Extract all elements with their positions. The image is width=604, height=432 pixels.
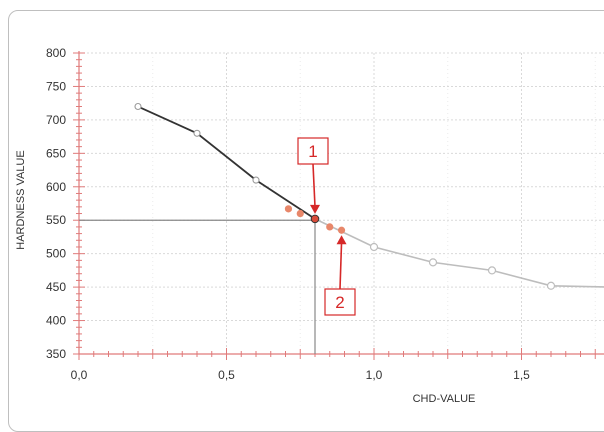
reference-lines <box>79 219 316 354</box>
annotations: 12 <box>297 137 356 316</box>
series-point-continuation <box>369 242 379 252</box>
series-point-highlighted <box>337 226 346 234</box>
y-tick-label: 800 <box>46 46 66 60</box>
series-point-highlighted <box>326 223 334 231</box>
x-axis-title: CHD-VALUE <box>413 393 476 405</box>
series-point-measured <box>193 129 201 137</box>
callout-label-2: 2 <box>335 293 344 312</box>
y-tick-label: 650 <box>46 146 66 160</box>
callout-arrowhead-1 <box>310 204 320 214</box>
data-series <box>134 102 604 290</box>
y-tick-label: 450 <box>46 280 66 294</box>
y-tick-label: 750 <box>46 79 66 93</box>
series-point-highlighted <box>284 205 293 213</box>
x-tick-label: 0,5 <box>218 368 235 382</box>
series-line-measured <box>137 105 316 220</box>
tick-labels: 350 400 450 500 550 600 650 700 750 800 0,0 0,5 1,0 1… <box>46 46 530 382</box>
x-tick-label: 1,0 <box>366 368 383 382</box>
y-tick-label: 400 <box>46 314 66 328</box>
series-point-continuation <box>428 258 438 267</box>
callout-box-2 <box>324 288 356 316</box>
x-tick-label: 1,5 <box>513 368 530 382</box>
callout-arrow-2 <box>339 242 343 290</box>
callout-arrowhead-2 <box>336 235 347 245</box>
series-point-measured <box>252 176 260 184</box>
series-point-highlighted <box>296 209 304 218</box>
y-axis-title: HARDNESS VALUE <box>15 150 27 249</box>
y-tick-label: 500 <box>46 247 66 261</box>
y-tick-label: 550 <box>46 213 66 227</box>
series-point-measured <box>134 102 142 111</box>
chart-frame <box>8 10 604 432</box>
x-tick-label: 0,0 <box>71 368 88 382</box>
hardness-chd-chart: 350 400 450 500 550 600 650 700 750 800 0,0 0,5 1,0 1… <box>15 46 604 405</box>
series-point-intersection <box>310 214 320 224</box>
series-point-continuation <box>546 281 556 290</box>
callout-box-1 <box>297 137 329 165</box>
y-tick-label: 700 <box>46 113 66 127</box>
series-point-continuation <box>487 266 497 275</box>
callout-label-1: 1 <box>308 142 317 161</box>
series-line-continuation <box>314 218 604 288</box>
callout-arrow-1 <box>312 163 316 207</box>
y-tick-label: 350 <box>46 347 66 361</box>
y-tick-label: 600 <box>46 180 66 194</box>
